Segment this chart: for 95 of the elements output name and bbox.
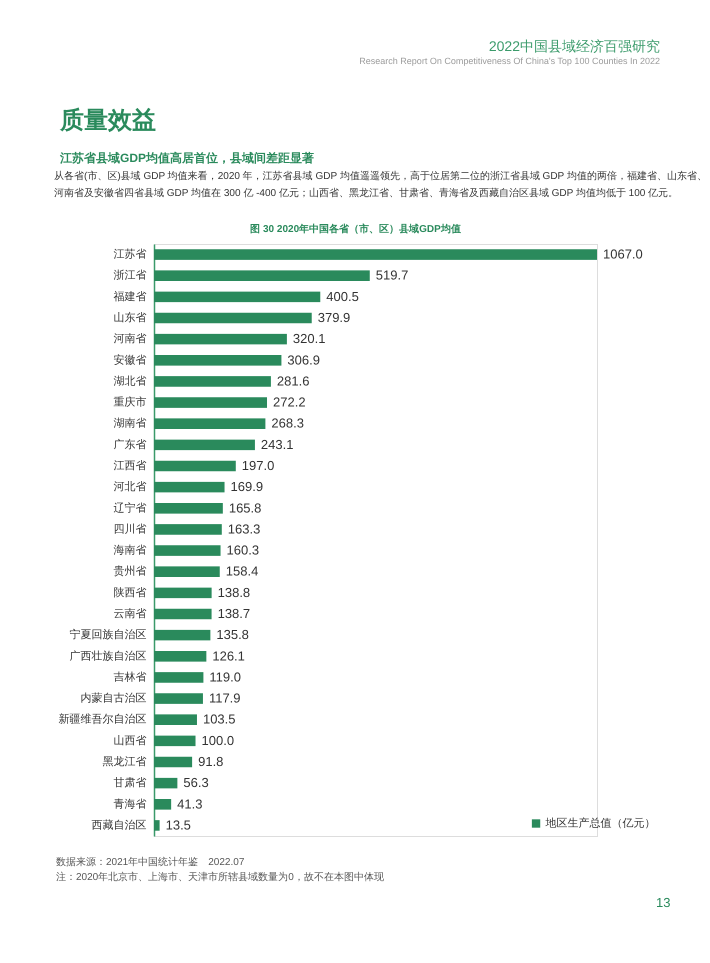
data-label: 320.1 <box>292 331 326 346</box>
data-label: 103.5 <box>202 712 236 727</box>
data-label: 126.1 <box>212 648 245 664</box>
y-tick-label: 云南省 <box>114 607 146 620</box>
data-label: 117.9 <box>208 690 241 706</box>
bar <box>154 418 266 429</box>
text: Research Report On Competitiveness Of China's Top 100 Counties In 2022 <box>359 56 660 66</box>
legend-label: 地区生产总值（亿元） <box>544 816 656 830</box>
data-label: 160.3 <box>226 542 260 558</box>
y-tick-label: 西藏自治区 <box>92 818 146 832</box>
bar <box>154 820 160 831</box>
data-label: 197.0 <box>242 458 274 473</box>
y-tick-label: 吉林省 <box>114 670 146 684</box>
text: 13 <box>656 895 670 910</box>
chart-title: 图 30 2020年中国各省（市、区）县域GDP均值 <box>250 223 461 235</box>
data-label: 56.3 <box>183 775 209 790</box>
y-tick-label: 四川省 <box>114 522 146 536</box>
data-label: 1067.0 <box>603 246 643 262</box>
data-label: 519.7 <box>376 268 408 283</box>
bar <box>154 588 212 598</box>
text: 质量效益 <box>59 107 156 134</box>
bar <box>154 482 225 492</box>
text: 从各省(市、区)县域 GDP 均值来看，2020 年，江苏省县域 GDP 均值遥遥领先，高于位居第二位的浙江省县域 GDP 均值的两倍，福建省、山东省、 <box>54 170 707 182</box>
bar <box>154 397 268 408</box>
data-label: 281.6 <box>276 373 310 388</box>
data-label: 379.9 <box>318 310 350 325</box>
bar <box>154 376 271 387</box>
bar <box>154 545 221 556</box>
data-label: 119.0 <box>209 669 241 684</box>
bar <box>154 440 255 450</box>
data-label: 13.5 <box>166 817 191 832</box>
bar <box>154 312 312 324</box>
data-label: 163.3 <box>228 521 260 536</box>
bar <box>154 672 204 683</box>
bar <box>154 249 597 260</box>
bar <box>154 693 203 704</box>
bar <box>154 292 320 302</box>
bar <box>154 756 192 768</box>
bar <box>154 736 196 746</box>
y-tick-label: 甘肃省 <box>114 776 146 790</box>
bar <box>154 503 223 514</box>
data-label: 272.2 <box>273 394 306 410</box>
data-label: 165.8 <box>228 500 262 516</box>
y-tick-label: 宁夏回族自治区 <box>70 628 146 642</box>
y-tick-label: 湖北省 <box>114 374 146 388</box>
data-label: 91.8 <box>198 754 224 769</box>
text: 2022中国县域经济百强研究 <box>488 38 660 54</box>
y-tick-label: 浙江省 <box>114 268 146 282</box>
y-tick-label: 青海省 <box>114 797 146 810</box>
bar <box>154 799 172 810</box>
y-tick-label: 新疆维吾尔自治区 <box>58 712 146 726</box>
bar <box>154 334 287 344</box>
y-tick-label: 河南省 <box>114 332 146 346</box>
y-tick-label: 江苏省 <box>114 248 146 261</box>
y-tick-label: 内蒙自古治区 <box>80 692 146 705</box>
data-label: 138.7 <box>218 606 250 621</box>
y-tick-label: 江西省 <box>114 459 146 472</box>
bar <box>154 355 282 366</box>
data-label: 400.5 <box>326 288 359 304</box>
bar <box>154 270 370 281</box>
y-tick-label: 湖南省 <box>114 416 146 430</box>
bar <box>154 524 222 535</box>
data-label: 169.9 <box>230 479 264 494</box>
bar <box>154 778 178 788</box>
y-tick-label: 陕西省 <box>114 586 146 599</box>
text: 江苏省县域GDP均值高居首位，县域间差距显著 <box>59 151 314 165</box>
data-label: 138.8 <box>218 584 250 600</box>
bar <box>154 608 212 620</box>
data-label: 306.9 <box>287 352 320 368</box>
data-label: 41.3 <box>177 796 202 812</box>
y-tick-label: 广东省 <box>114 438 146 451</box>
y-tick-label: 辽宁省 <box>114 501 146 514</box>
y-tick-label: 重庆市 <box>114 396 146 409</box>
bar <box>154 566 220 577</box>
data-label: 243.1 <box>260 436 294 452</box>
y-tick-label: 福建省 <box>114 290 146 303</box>
source-note: 数据来源：2021年中国统计年鉴 2022.07 <box>56 856 245 868</box>
data-label: 158.4 <box>226 564 258 579</box>
y-tick-label: 安徽省 <box>114 353 146 366</box>
y-tick-label: 山西省 <box>114 734 146 747</box>
bar <box>154 651 206 662</box>
y-tick-label: 山东省 <box>114 311 146 324</box>
text: 注：2020年北京市、上海市、天津市所辖县域数量为0，故不在本图中体现 <box>56 871 384 883</box>
bar <box>154 630 210 640</box>
y-tick-label: 广西壮族自治区 <box>70 649 146 662</box>
bar <box>154 460 236 472</box>
data-label: 268.3 <box>271 416 304 431</box>
y-tick-label: 黑龙江省 <box>102 755 146 768</box>
data-label: 100.0 <box>202 732 234 748</box>
bar <box>154 714 197 725</box>
y-tick-label: 河北省 <box>114 480 146 494</box>
data-label: 135.8 <box>216 627 249 642</box>
y-tick-label: 贵州省 <box>114 564 146 578</box>
text: 河南省及安徽省四省县域 GDP 均值在 300 亿 -400 亿元；山西省、黑龙江省、甘肃省、青海省及西藏自治区县域 GDP 均值均低于 100 亿元。 <box>54 187 678 199</box>
y-tick-label: 海南省 <box>114 544 146 557</box>
